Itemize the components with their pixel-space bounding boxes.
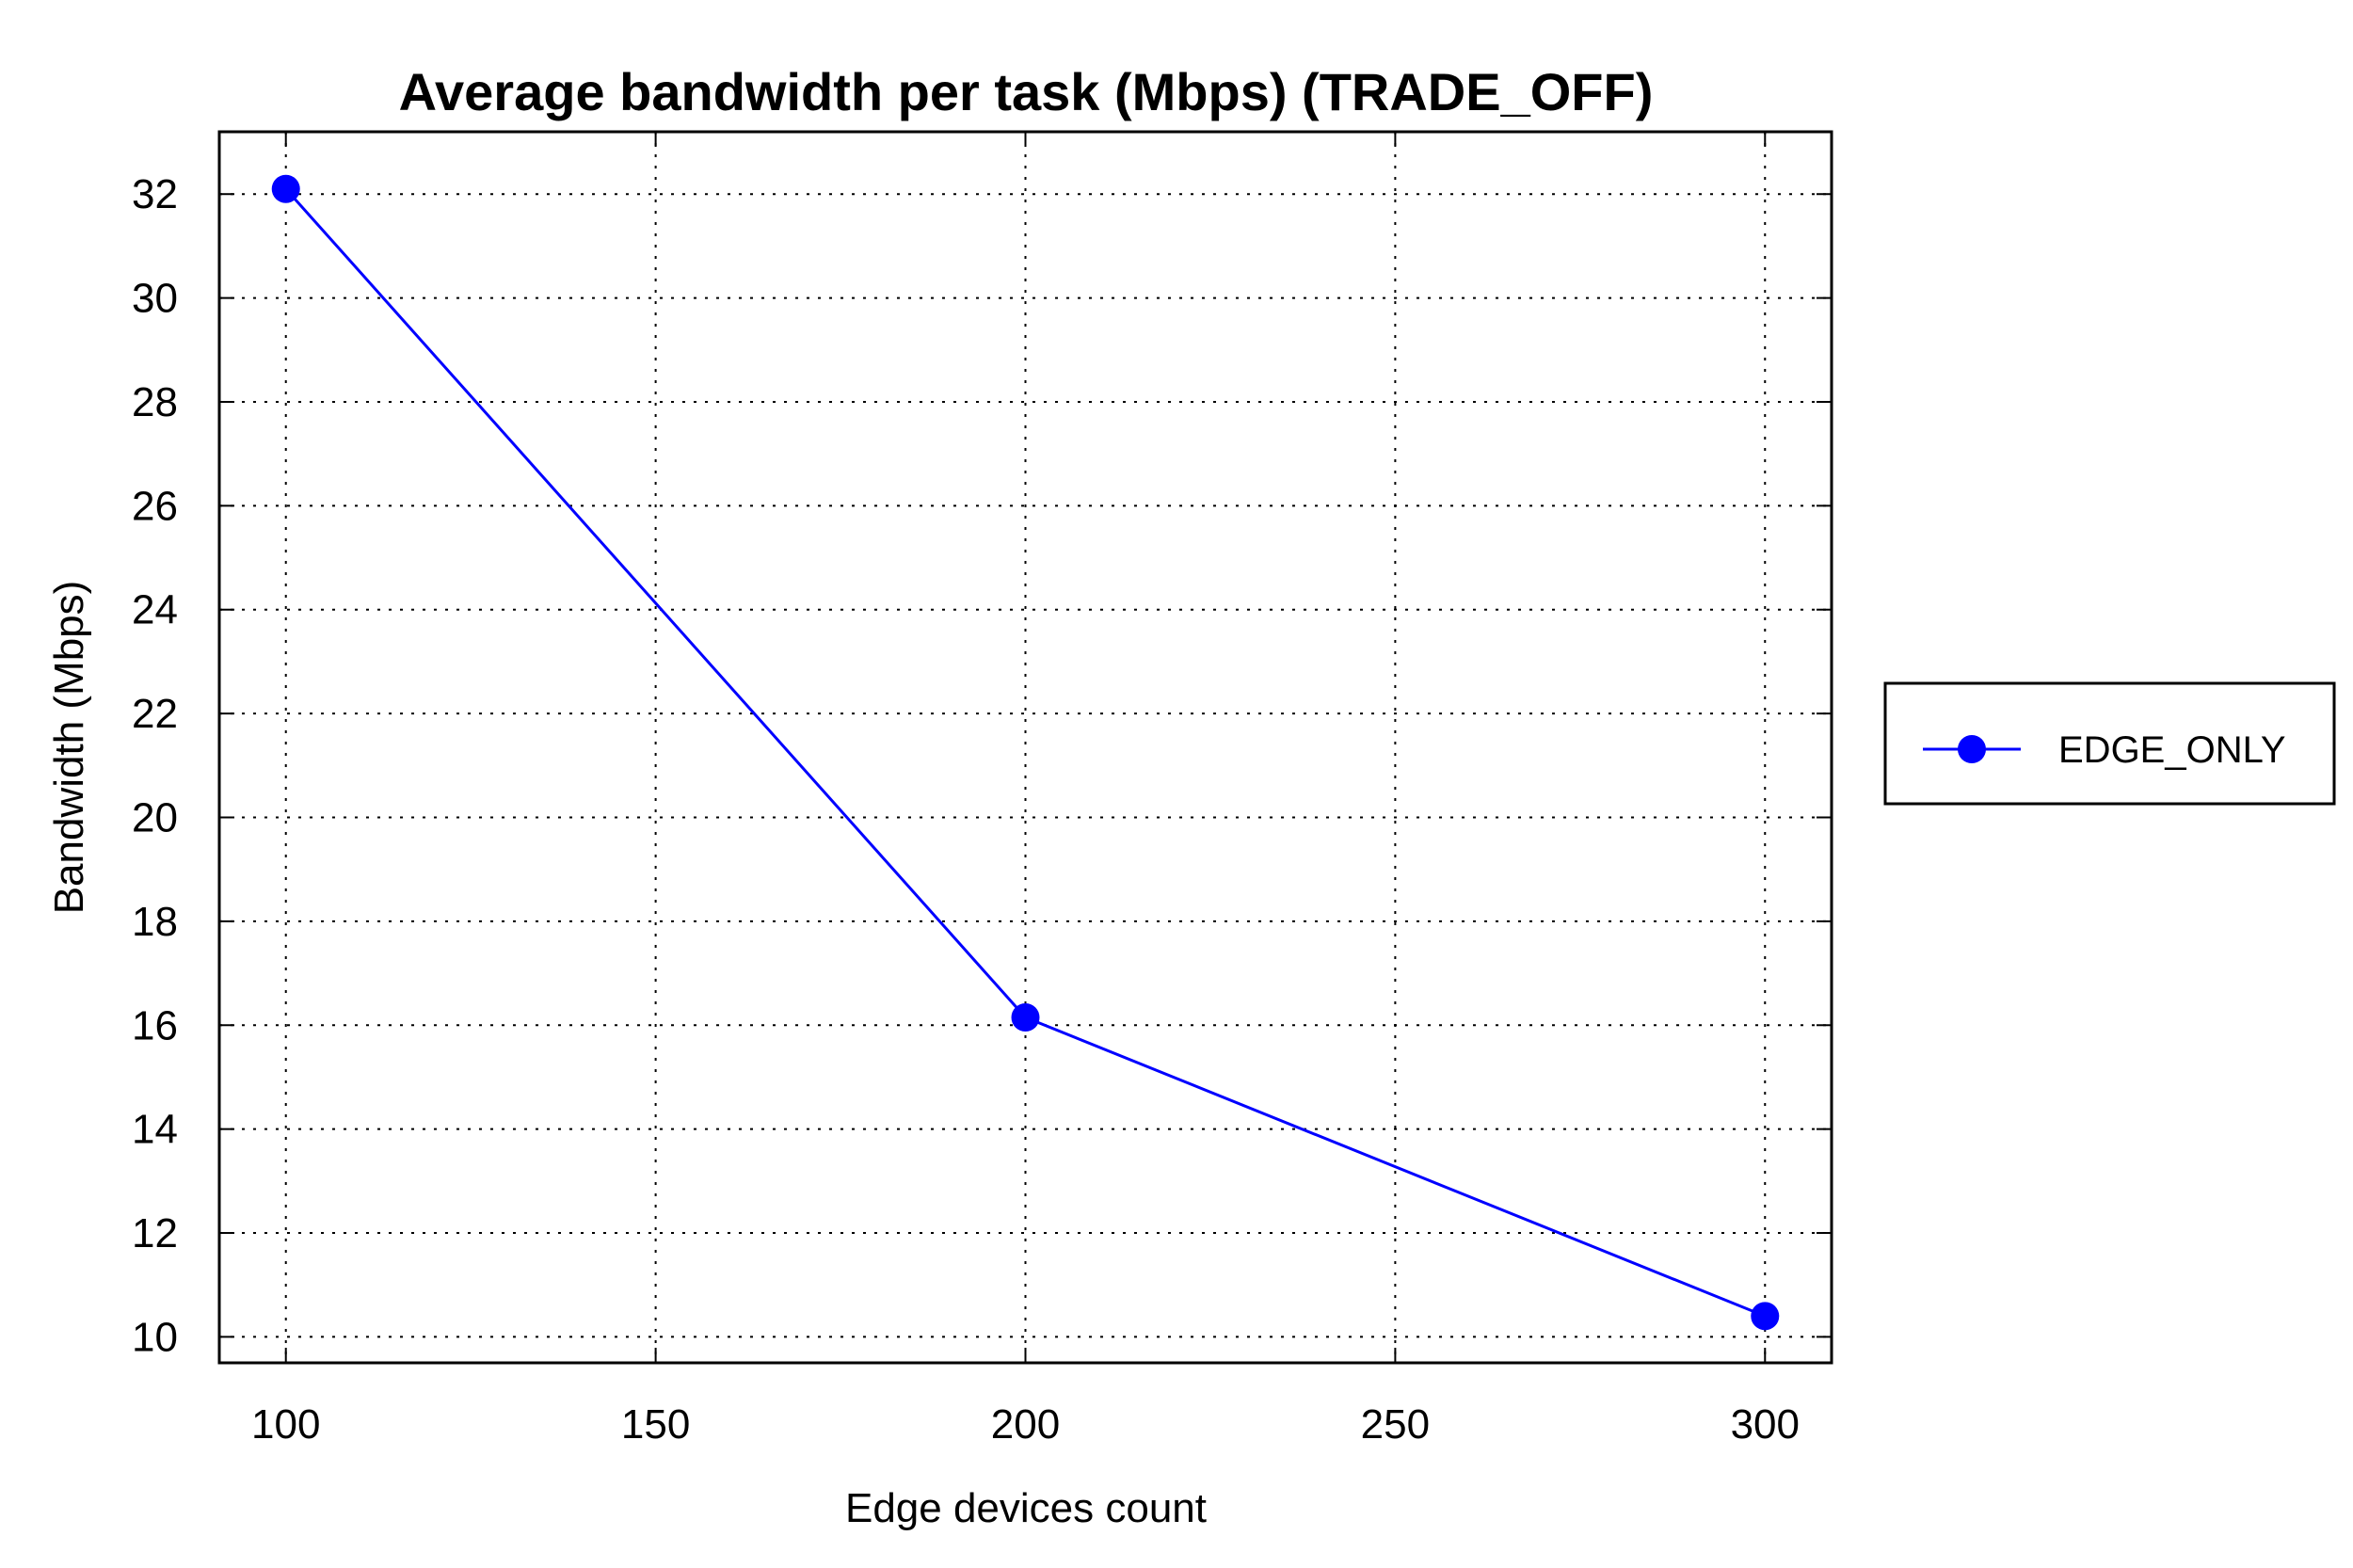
y-tick-label: 28 bbox=[132, 379, 178, 425]
y-tick-label: 16 bbox=[132, 1002, 178, 1048]
x-tick-label: 300 bbox=[1731, 1401, 1800, 1448]
y-tick-label: 18 bbox=[132, 899, 178, 945]
data-point bbox=[271, 174, 300, 203]
chart-title: Average bandwidth per task (Mbps) (TRADE… bbox=[399, 62, 1654, 121]
legend: EDGE_ONLY bbox=[1883, 681, 2336, 806]
data-point bbox=[1751, 1302, 1780, 1331]
y-tick-label: 26 bbox=[132, 483, 178, 529]
y-tick-label: 32 bbox=[132, 171, 178, 217]
axis-ticks: 100 150 200 250 300 10 12 14 16 18 20 22 24 26 28 30 32 bbox=[132, 132, 1832, 1448]
data-point bbox=[1011, 1002, 1040, 1032]
x-tick-label: 200 bbox=[991, 1401, 1060, 1448]
x-tick-label: 250 bbox=[1361, 1401, 1430, 1448]
y-tick-label: 10 bbox=[132, 1314, 178, 1360]
x-tick-label: 100 bbox=[251, 1401, 320, 1448]
legend-label-edge-only: EDGE_ONLY bbox=[2058, 729, 2286, 771]
y-axis-label: Bandwidth (Mbps) bbox=[46, 581, 92, 915]
y-tick-label: 12 bbox=[132, 1210, 178, 1256]
y-tick-label: 24 bbox=[132, 587, 178, 633]
y-tick-label: 30 bbox=[132, 276, 178, 322]
x-axis-label: Edge devices count bbox=[845, 1485, 1207, 1531]
legend-marker bbox=[1958, 735, 1986, 763]
series-layer bbox=[271, 174, 1780, 1331]
y-tick-label: 20 bbox=[132, 795, 178, 841]
plot-frame bbox=[217, 130, 1833, 1365]
legend-box bbox=[1883, 681, 2336, 806]
y-tick-label: 22 bbox=[132, 691, 178, 737]
grid-lines bbox=[219, 132, 1832, 1363]
x-tick-label: 150 bbox=[621, 1401, 690, 1448]
y-tick-label: 14 bbox=[132, 1107, 178, 1153]
